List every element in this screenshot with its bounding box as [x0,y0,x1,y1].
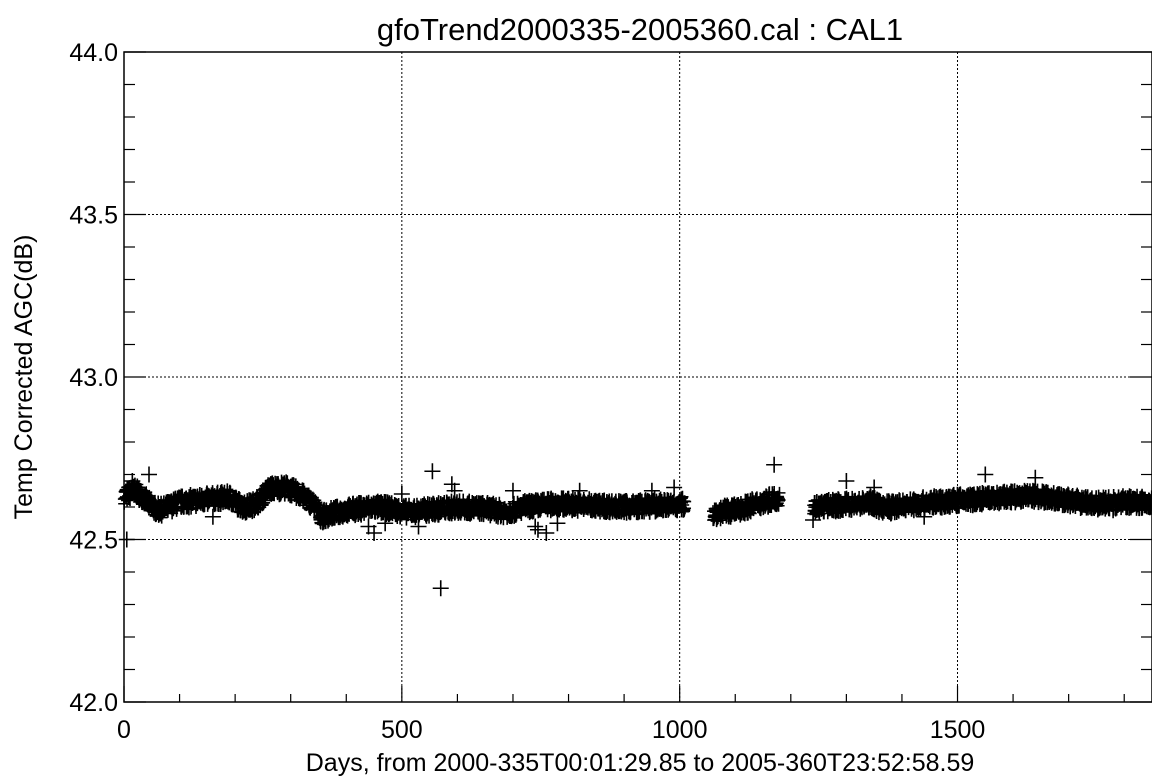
outlier-point [432,580,449,597]
outlier-point [527,518,544,535]
outlier-point [1027,469,1044,486]
outlier-point [916,508,933,525]
outlier-point [141,466,158,483]
y-tick-label: 42.5 [69,527,118,555]
gridlines [124,52,1152,702]
outlier-point [529,521,546,538]
outlier-point [124,473,141,489]
band-point [679,502,692,515]
outlier-point [805,512,822,528]
band-point [773,494,786,507]
outlier-point [571,482,588,499]
y-tick-label: 43.5 [69,202,118,230]
outlier-point [443,476,460,493]
outlier-point [366,525,383,541]
outlier-point [838,473,855,489]
x-tick-label: 0 [117,716,131,744]
x-tick-label: 1000 [652,716,708,744]
outlier-point [766,456,783,473]
x-axis-label: Days, from 2000-335T00:01:29.85 to 2005-… [306,749,975,777]
data-points [117,456,1152,597]
outlier-point [410,518,427,535]
plot-frame [123,51,1152,703]
y-tick-label: 42.0 [69,689,118,717]
x-tick-labels: 0 500 1000 1500 [117,716,985,744]
x-tick-label: 1500 [930,716,986,744]
outlier-point [393,486,410,502]
outlier-point [204,508,221,525]
outlier-point [866,479,883,496]
outlier-point [424,463,441,480]
band-point [291,480,304,493]
y-axis-label: Temp Corrected AGC(dB) [10,235,38,520]
outlier-point [666,479,683,496]
outlier-point [549,515,566,532]
outlier-point [977,466,994,483]
chart-title: gfoTrend2000335-2005360.cal : CAL1 [377,12,903,47]
y-tick-labels: 42.0 42.5 43.0 43.5 44.0 [69,39,118,717]
outlier-point [538,525,555,541]
y-tick-label: 44.0 [69,39,118,67]
outlier-point [882,505,899,522]
outlier-point [1105,502,1122,519]
outlier-point [504,482,521,499]
y-tick-label: 43.0 [69,364,118,392]
outlier-point [643,482,660,499]
outlier-point [446,482,463,499]
outlier-point [377,515,394,532]
x-tick-label: 500 [381,716,423,744]
